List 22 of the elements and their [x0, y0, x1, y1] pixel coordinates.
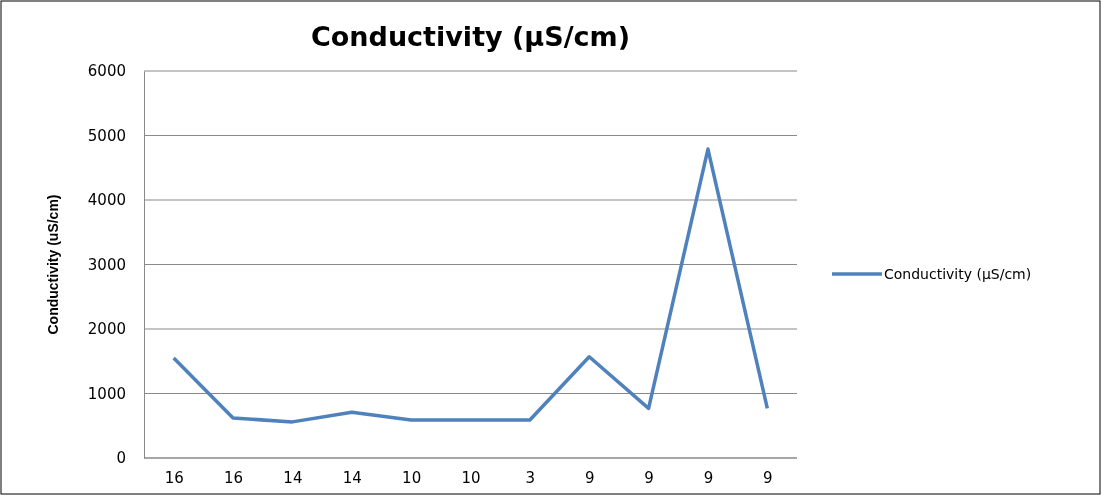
- x-tick-label: 9: [584, 468, 595, 487]
- x-tick-label: 16: [164, 468, 184, 487]
- x-tick-label: 9: [703, 468, 714, 487]
- x-tick-label: 3: [525, 468, 536, 487]
- y-tick-label: 1000: [87, 384, 126, 403]
- chart-title: Conductivity (µS/cm): [310, 21, 631, 52]
- x-tick-label: 9: [644, 468, 654, 487]
- legend-label: Conductivity (µS/cm): [884, 266, 1032, 282]
- y-tick-label: 2000: [87, 320, 126, 339]
- x-tick-label: 14: [342, 468, 362, 487]
- y-tick-label: 6000: [87, 62, 126, 81]
- x-tick-label: 10: [402, 468, 422, 487]
- y-tick-label: 0: [116, 449, 126, 468]
- x-tick-label: 9: [763, 468, 773, 487]
- y-tick-label: 3000: [87, 255, 126, 274]
- y-tick-label: 4000: [87, 191, 126, 210]
- line-series: [171, 147, 770, 424]
- y-tick-label: 5000: [87, 126, 126, 145]
- x-tick-label: 10: [461, 468, 481, 487]
- x-tick-label: 14: [283, 468, 303, 487]
- y-axis-title: Conductivity (uS/cm): [45, 194, 61, 335]
- x-tick-label: 16: [224, 468, 244, 487]
